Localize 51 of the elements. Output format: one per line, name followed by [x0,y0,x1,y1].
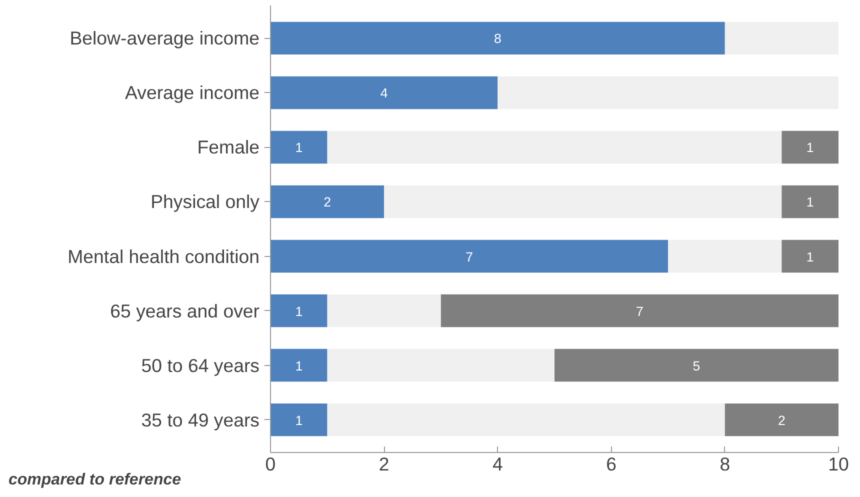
text: compared to reference [8,472,182,488]
y-tick-label: Below-average income [70,28,260,49]
data-label: 1 [295,304,303,319]
bar [270,130,328,164]
y-tick-label: Mental health condition [68,246,260,267]
x-tick-label: 4 [492,454,503,474]
bar [782,130,838,164]
bar [270,294,328,328]
y-tick-label: 50 to 64 years [141,354,260,376]
bar [270,185,384,218]
bar [668,240,782,273]
data-label: 5 [692,358,700,374]
data-label: 1 [806,249,814,264]
data-label: 4 [380,86,388,101]
x-tick-label: 8 [720,454,730,474]
data-label: 1 [295,358,303,374]
y-tick-label: Average income [125,82,260,104]
data-label: 1 [295,412,303,428]
bar [782,185,838,218]
bar [327,294,441,328]
bar [327,403,725,436]
y-tick-label: Female [197,136,260,158]
y-tick-label: 65 years and over [110,300,260,322]
bar [384,185,782,218]
bar [327,348,554,382]
bar [327,130,782,164]
x-tick-label: 6 [606,454,617,474]
bar [270,240,668,273]
bar [498,76,838,110]
data-label: 1 [806,140,814,156]
bar [270,403,328,436]
data-label: 2 [324,194,332,210]
bar [724,403,838,436]
bar [270,348,328,382]
data-label: 8 [494,31,502,46]
bar [782,240,838,273]
x-tick-label: 10 [828,454,849,474]
x-tick-label: 0 [265,454,276,474]
data-label: 2 [778,412,786,428]
bar [270,76,498,110]
y-tick-label: 35 to 49 years [141,409,260,430]
data-label: 7 [636,304,644,319]
data-label: 7 [466,249,474,264]
data-label: 1 [806,194,814,210]
bar [440,294,838,328]
y-tick-label: Physical only [150,191,260,212]
data-label: 1 [295,140,303,156]
bar [270,22,725,55]
bar [554,348,838,382]
x-tick-label: 2 [378,454,390,474]
bar [724,22,838,55]
